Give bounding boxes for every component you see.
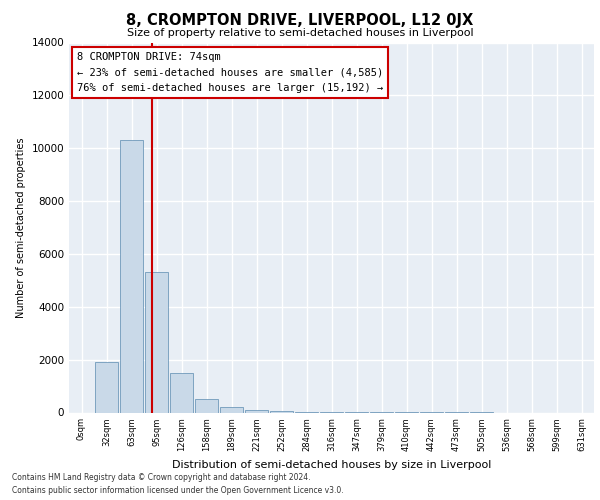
Text: 8, CROMPTON DRIVE, LIVERPOOL, L12 0JX: 8, CROMPTON DRIVE, LIVERPOOL, L12 0JX <box>127 12 473 28</box>
Text: Contains public sector information licensed under the Open Government Licence v3: Contains public sector information licen… <box>12 486 344 495</box>
Y-axis label: Number of semi-detached properties: Number of semi-detached properties <box>16 137 26 318</box>
Bar <box>245 410 268 412</box>
Bar <box>220 407 244 412</box>
Text: 8 CROMPTON DRIVE: 74sqm
← 23% of semi-detached houses are smaller (4,585)
76% of: 8 CROMPTON DRIVE: 74sqm ← 23% of semi-de… <box>77 52 383 93</box>
Bar <box>194 400 218 412</box>
X-axis label: Distribution of semi-detached houses by size in Liverpool: Distribution of semi-detached houses by … <box>172 460 491 469</box>
Text: Contains HM Land Registry data © Crown copyright and database right 2024.: Contains HM Land Registry data © Crown c… <box>12 472 311 482</box>
Bar <box>170 373 193 412</box>
Bar <box>145 272 169 412</box>
Bar <box>119 140 143 412</box>
Bar <box>269 411 293 412</box>
Bar <box>95 362 118 412</box>
Text: Size of property relative to semi-detached houses in Liverpool: Size of property relative to semi-detach… <box>127 28 473 38</box>
